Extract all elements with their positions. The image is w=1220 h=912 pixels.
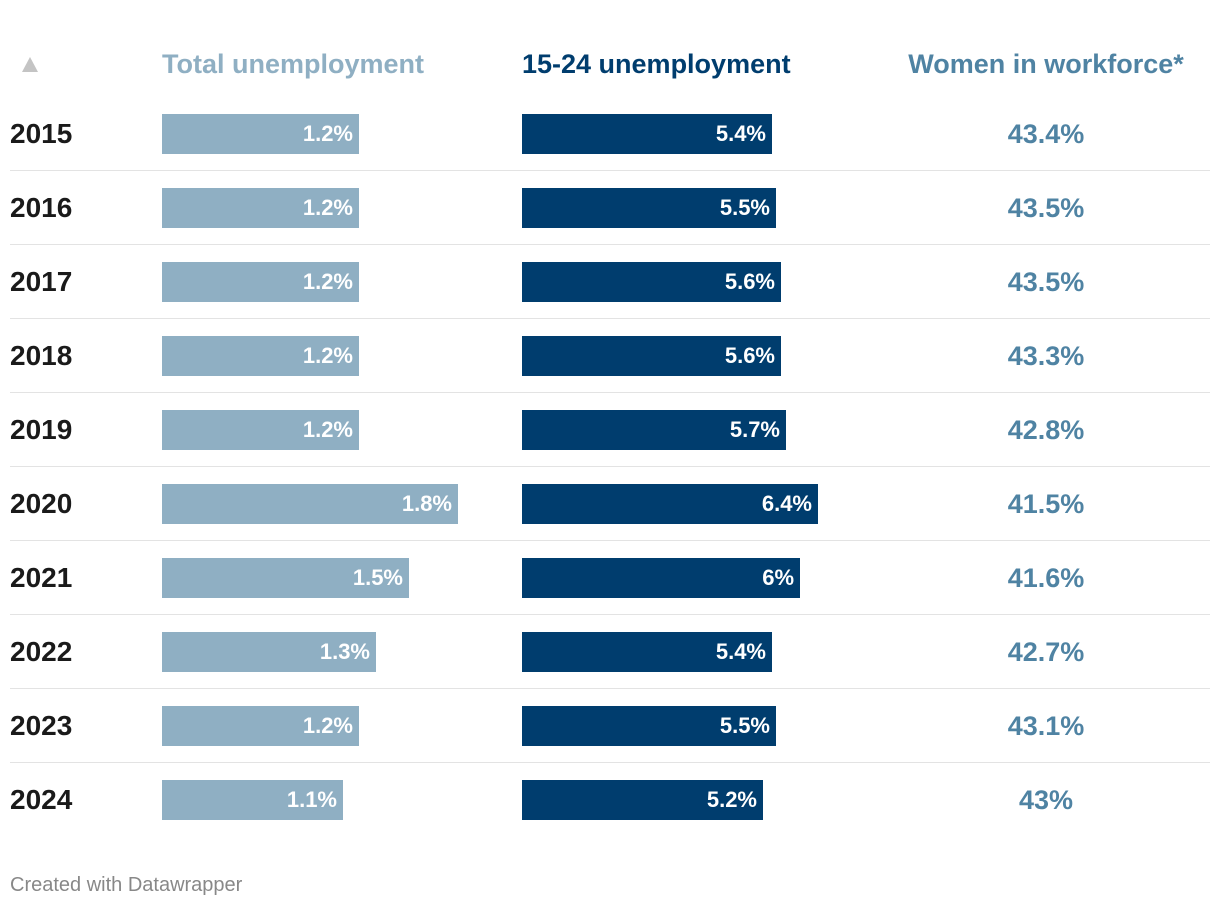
- column-header-women-in-workforce[interactable]: Women in workforce*: [908, 49, 1184, 79]
- women-in-workforce-value: 43.5%: [1007, 267, 1085, 297]
- year-label: 2021: [10, 562, 73, 593]
- credit-text: Created with Datawrapper: [10, 874, 243, 896]
- year-label: 2024: [10, 784, 73, 815]
- bar-youth-unemployment: 5.7%: [522, 410, 786, 450]
- bar-value-label: 1.2%: [302, 417, 353, 442]
- table-body: 2015 1.2% 5.4% 43.4% 2016 1.2% 5.5% 43.5% 2017 1.…: [10, 97, 1210, 837]
- bar-total-unemployment: 1.2%: [162, 114, 359, 154]
- table-row: 2016 1.2% 5.5% 43.5%: [10, 171, 1210, 245]
- women-in-workforce-value: 43.5%: [1007, 193, 1085, 223]
- table-row: 2021 1.5% 6% 41.6%: [10, 541, 1210, 615]
- year-label: 2023: [10, 710, 73, 741]
- bar-value-label: 1.3%: [319, 639, 370, 664]
- bar-youth-unemployment: 5.5%: [522, 706, 776, 746]
- bar-value-label: 1.8%: [401, 491, 452, 516]
- year-label: 2019: [10, 414, 73, 445]
- women-in-workforce-value: 41.5%: [1007, 489, 1085, 519]
- table-row: 2019 1.2% 5.7% 42.8%: [10, 393, 1210, 467]
- bar-value-label: 1.5%: [352, 565, 403, 590]
- bar-youth-unemployment: 5.5%: [522, 188, 776, 228]
- table-row: 2023 1.2% 5.5% 43.1%: [10, 689, 1210, 763]
- bar-youth-unemployment: 5.6%: [522, 336, 781, 376]
- bar-youth-unemployment: 5.4%: [522, 632, 772, 672]
- column-header-total-unemployment[interactable]: Total unemployment: [162, 49, 425, 79]
- women-in-workforce-value: 41.6%: [1007, 563, 1085, 593]
- year-label: 2020: [10, 488, 73, 519]
- bar-total-unemployment: 1.2%: [162, 262, 359, 302]
- table-row: 2024 1.1% 5.2% 43%: [10, 763, 1210, 837]
- bar-value-label: 5.4%: [715, 639, 766, 664]
- bar-value-label: 1.2%: [302, 269, 353, 294]
- bar-value-label: 1.2%: [302, 195, 353, 220]
- bar-youth-unemployment: 6%: [522, 558, 800, 598]
- women-in-workforce-value: 43.3%: [1007, 341, 1085, 371]
- women-in-workforce-value: 43.1%: [1007, 711, 1085, 741]
- table-row: 2020 1.8% 6.4% 41.5%: [10, 467, 1210, 541]
- bar-value-label: 6%: [762, 565, 794, 590]
- bar-total-unemployment: 1.5%: [162, 558, 409, 598]
- table-row: 2022 1.3% 5.4% 42.7%: [10, 615, 1210, 689]
- bar-value-label: 1.2%: [302, 343, 353, 368]
- bar-value-label: 1.2%: [302, 121, 353, 146]
- sort-up-icon[interactable]: [19, 54, 41, 76]
- bar-youth-unemployment: 5.4%: [522, 114, 772, 154]
- bar-total-unemployment: 1.8%: [162, 484, 458, 524]
- bar-value-label: 5.5%: [719, 713, 770, 738]
- bar-total-unemployment: 1.1%: [162, 780, 343, 820]
- bar-value-label: 5.6%: [724, 343, 775, 368]
- year-label: 2015: [10, 118, 73, 149]
- bar-value-label: 5.7%: [729, 417, 780, 442]
- bar-youth-unemployment: 6.4%: [522, 484, 818, 524]
- bar-value-label: 5.2%: [706, 787, 757, 812]
- table-row: 2018 1.2% 5.6% 43.3%: [10, 319, 1210, 393]
- column-header-youth-unemployment[interactable]: 15-24 unemployment: [522, 49, 791, 79]
- table-row: 2015 1.2% 5.4% 43.4%: [10, 97, 1210, 171]
- year-label: 2018: [10, 340, 73, 371]
- bar-total-unemployment: 1.2%: [162, 336, 359, 376]
- bar-value-label: 6.4%: [761, 491, 812, 516]
- bar-value-label: 5.6%: [724, 269, 775, 294]
- year-label: 2022: [10, 636, 73, 667]
- bar-value-label: 1.2%: [302, 713, 353, 738]
- bar-youth-unemployment: 5.6%: [522, 262, 781, 302]
- bar-total-unemployment: 1.2%: [162, 706, 359, 746]
- bar-total-unemployment: 1.2%: [162, 188, 359, 228]
- bar-total-unemployment: 1.3%: [162, 632, 376, 672]
- bar-value-label: 5.4%: [715, 121, 766, 146]
- bar-youth-unemployment: 5.2%: [522, 780, 763, 820]
- bar-total-unemployment: 1.2%: [162, 410, 359, 450]
- women-in-workforce-value: 43%: [1018, 785, 1074, 815]
- year-label: 2017: [10, 266, 73, 297]
- women-in-workforce-value: 42.8%: [1007, 415, 1085, 445]
- women-in-workforce-value: 43.4%: [1007, 119, 1085, 149]
- year-label: 2016: [10, 192, 73, 223]
- bar-value-label: 5.5%: [719, 195, 770, 220]
- table-row: 2017 1.2% 5.6% 43.5%: [10, 245, 1210, 319]
- bar-value-label: 1.1%: [286, 787, 337, 812]
- women-in-workforce-value: 42.7%: [1007, 637, 1085, 667]
